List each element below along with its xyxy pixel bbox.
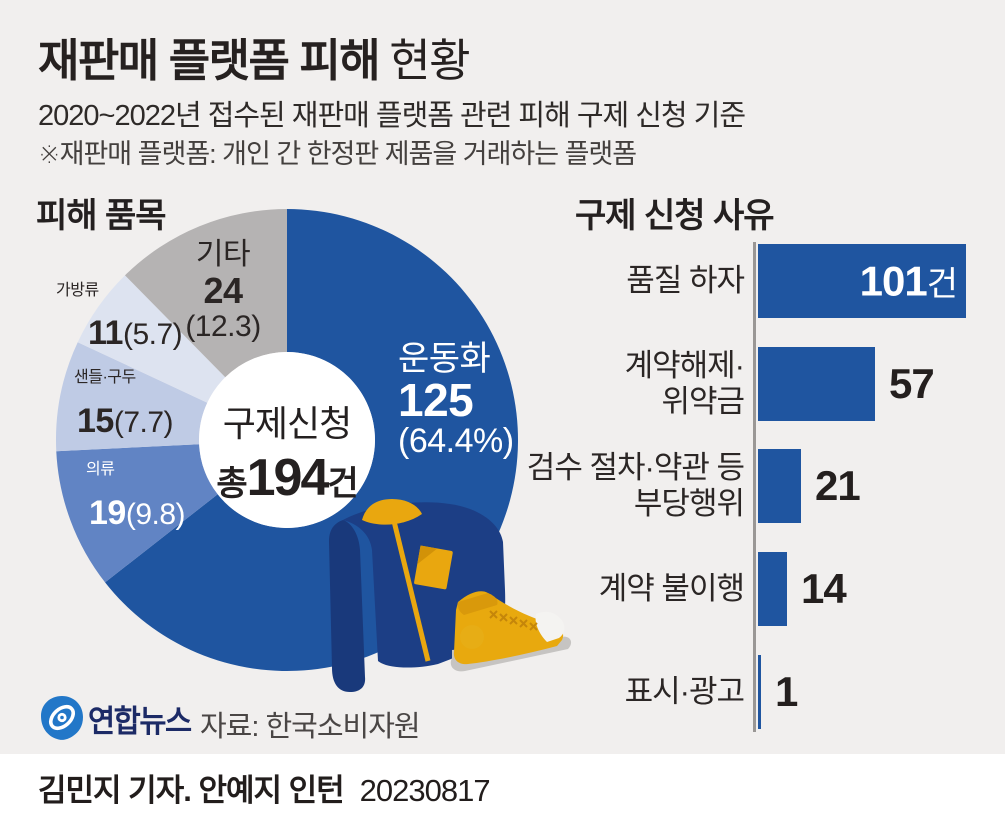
bags-pct: (5.7) (122, 318, 183, 351)
subtitle: 2020~2022년 접수된 재판매 플랫폼 관련 피해 구제 신청 기준 (38, 100, 746, 132)
bar-row: 14 (758, 552, 847, 626)
donut-slice-기타 (124, 209, 288, 378)
pie-label-etc-value: 24 (203, 270, 243, 311)
bar-ad-labeling (758, 655, 761, 729)
clothing-value: 19 (89, 494, 126, 532)
page-title-light: 현황 (389, 35, 470, 86)
page-title-bold: 재판매 플랫폼 피해 (38, 35, 381, 86)
bar-value: 57 (889, 360, 935, 407)
publish-date: 20230817 (359, 773, 491, 808)
pie-label-etc-name: 기타 (195, 238, 251, 271)
yonhap-logo: 연합뉴스 (40, 695, 196, 741)
page-title: 재판매 플랫폼 피해 현황 (38, 24, 471, 89)
sneakers-name: 운동화 (398, 340, 491, 378)
bar-label-contract-breach: 계약 불이행 (598, 571, 745, 606)
yonhap-logo-icon (41, 696, 83, 740)
donut-center-total: 구제신청 총194건 (187, 403, 387, 505)
pie-label-sneakers: 운동화 125 (64.4%) (398, 340, 514, 460)
bar-unfair-practice (758, 449, 801, 523)
bar-value-inside: 101건 (859, 257, 958, 305)
total-suffix: 건 (327, 465, 358, 503)
donut-center-line1: 구제신청 (222, 403, 352, 444)
pie-label-clothing-value: 19(9.8) (89, 494, 186, 532)
bar-row: 1 (758, 655, 798, 729)
pie-label-etc: 기타 24 (12.3) (163, 237, 283, 345)
bar-value: 14 (801, 565, 847, 612)
yonhap-logo-text: 연합뉴스 (88, 703, 192, 739)
bar-label-unfair-practice: 검수 절차·약관 등 부당행위 (526, 450, 745, 521)
lace-stitches (489, 610, 538, 631)
sandals-pct: (7.7) (113, 406, 174, 439)
bar-label-contract-cancel: 계약해제· 위약금 (624, 348, 745, 419)
bar-row: 57 (758, 347, 935, 421)
donut-slice-가방류 (77, 275, 226, 403)
total-value: 194 (246, 449, 330, 507)
donut-center-line2: 총194건 (187, 452, 387, 504)
donut-slice-의류 (56, 444, 218, 583)
sneakers-value: 125 (398, 374, 474, 426)
donut-slice-샌들·구두 (55, 342, 208, 452)
pie-label-sandals-value: 15(7.7) (77, 402, 174, 440)
sneakers-pct: (64.4%) (398, 422, 514, 460)
total-prefix: 총 (216, 465, 247, 503)
data-source: 자료: 한국소비자원 (200, 711, 421, 743)
footnote-definition: ※재판매 플랫폼: 개인 간 한정판 제품을 거래하는 플랫폼 (38, 139, 637, 169)
sandals-value: 15 (77, 402, 114, 440)
bar-value: 1 (775, 668, 798, 715)
bar-label-ad-labeling: 표시·광고 (624, 674, 745, 709)
pie-label-bags-name: 가방류 (56, 282, 99, 299)
bar-chart-axis (753, 242, 756, 732)
bags-value: 11 (88, 314, 123, 352)
reporter-credit: 김민지 기자. 안예지 인턴 (38, 773, 345, 808)
bar-contract-breach (758, 552, 787, 626)
pie-label-etc-pct: (12.3) (185, 310, 261, 343)
pie-label-bags-value: 11(5.7) (88, 314, 183, 352)
bar-section-heading: 구제 신청 사유 (575, 197, 775, 235)
bar-label-quality-defect: 품질 하자 (626, 263, 745, 298)
pie-section-heading: 피해 품목 (36, 197, 167, 235)
jacket-sneaker-illustration (329, 499, 572, 692)
byline: 김민지 기자. 안예지 인턴 20230817 (38, 765, 491, 810)
bar-row: 21 (758, 449, 861, 523)
bar-value: 21 (815, 462, 861, 509)
clothing-pct: (9.8) (125, 498, 186, 531)
bar-quality-defect: 101건 (758, 244, 966, 318)
pie-label-sandals-name: 샌들·구두 (74, 369, 136, 386)
bar-contract-cancel (758, 347, 875, 421)
bar-row: 101건 (758, 244, 966, 318)
pie-label-clothing-name: 의류 (86, 461, 115, 478)
donut-hole (199, 352, 375, 528)
